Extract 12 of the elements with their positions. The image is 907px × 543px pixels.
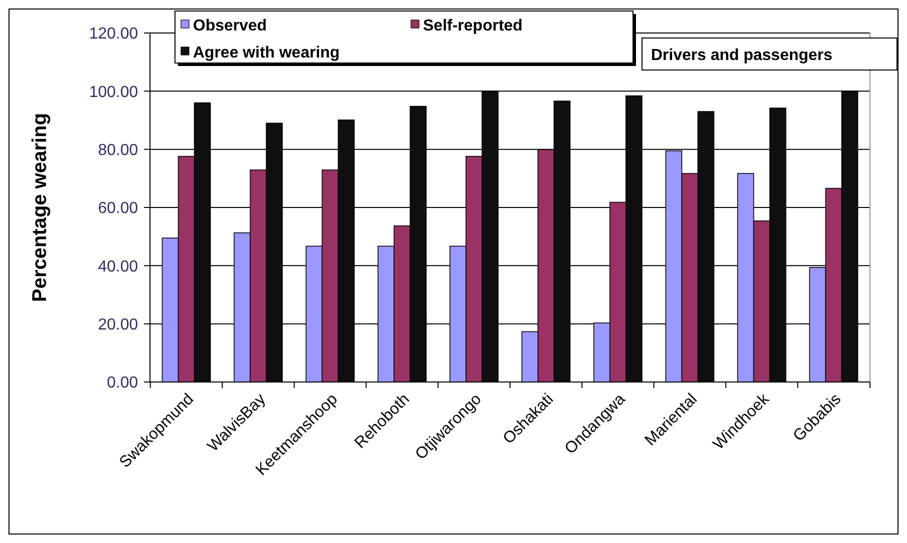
y-axis-title: Percentage wearing [29, 113, 51, 302]
y-tick-label: 20.00 [98, 316, 138, 334]
y-tick-label: 0.00 [106, 374, 138, 392]
y-tick-label: 60.00 [98, 200, 138, 218]
text: Drivers and passengers [651, 47, 833, 64]
legend-label: Self-reported [423, 18, 523, 35]
legend-label: Observed [193, 18, 267, 35]
y-tick-label: 120.00 [89, 26, 138, 43]
y-tick-label: 40.00 [98, 258, 138, 276]
legend-label: Agree with wearing [193, 44, 340, 62]
y-tick-label: 80.00 [98, 142, 138, 159]
y-tick-label: 100.00 [89, 84, 138, 101]
